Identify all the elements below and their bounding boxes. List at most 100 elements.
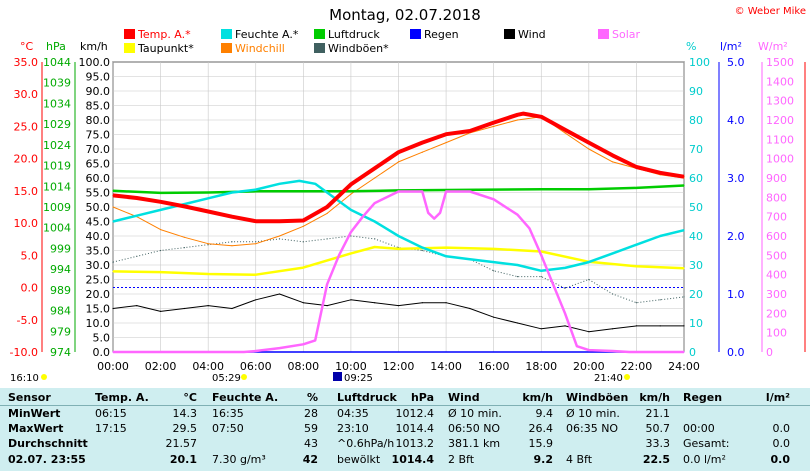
tick-label-temp: 35.0	[14, 56, 39, 69]
data-point	[445, 133, 447, 135]
legend-label-press: Luftdruck	[328, 28, 380, 41]
data-point	[374, 202, 376, 204]
table-cell-value: 21.57	[165, 437, 198, 450]
table-cell: 06:35 NO	[566, 422, 619, 435]
data-point	[136, 197, 138, 199]
data-point	[397, 190, 400, 193]
data-point	[588, 331, 590, 333]
data-point	[635, 187, 638, 189]
table-cell: Gesamt:	[683, 437, 730, 450]
data-point	[683, 325, 685, 327]
data-point	[659, 299, 661, 301]
data-point	[635, 325, 638, 327]
tick-label-press: 1014	[43, 180, 71, 193]
series-line-taupunkt	[112, 245, 685, 276]
tick-label-hum: 60	[689, 172, 703, 185]
table-cell: 381.1 km	[448, 437, 501, 450]
sunset-icon	[624, 374, 630, 380]
table-cell: 04:35	[337, 407, 369, 420]
data-point	[493, 261, 495, 263]
table-cell-value: 22.5	[642, 453, 670, 466]
data-point	[516, 214, 519, 216]
tick-label-x: 14:00	[430, 360, 462, 373]
tick-label-press: 999	[50, 242, 71, 255]
data-point	[255, 189, 257, 191]
data-point	[493, 198, 495, 200]
tick-label-solar: 0	[766, 346, 773, 359]
tick-label-solar: 1000	[766, 153, 794, 166]
data-point	[588, 141, 590, 144]
data-point	[255, 243, 257, 245]
tick-label-press: 984	[50, 305, 71, 318]
table-header: °C	[183, 391, 197, 404]
data-point	[528, 227, 530, 229]
tick-label-wind: 60.0	[86, 172, 111, 185]
table-cell-value: 29.5	[172, 422, 198, 435]
table-row-label: Durchschnitt	[8, 437, 88, 450]
table-cell-value: 42	[302, 453, 318, 466]
data-point	[159, 192, 162, 194]
data-point	[183, 236, 185, 238]
data-point	[255, 350, 257, 352]
data-point	[588, 278, 590, 281]
tick-label-solar: 1200	[766, 114, 794, 127]
data-point	[374, 167, 376, 169]
legend-label-rain: Regen	[424, 28, 459, 41]
data-point	[612, 293, 614, 295]
tick-label-temp: -5.0	[17, 314, 38, 327]
axis-unit-hum: %	[686, 40, 696, 53]
data-point	[326, 238, 328, 240]
table-cell: Ø 10 min.	[448, 407, 502, 420]
tick-label-rain: 4.0	[727, 114, 745, 127]
legend-label-solar: Solar	[612, 28, 641, 41]
data-point	[493, 121, 495, 124]
axis-unit-rain: l/m²	[720, 40, 742, 53]
data-point	[159, 249, 162, 252]
tick-label-solar: 200	[766, 307, 787, 320]
data-point	[350, 183, 352, 186]
tick-label-hum: 80	[689, 114, 703, 127]
tick-label-temp: -10.0	[10, 346, 38, 359]
table-header: hPa	[410, 391, 434, 404]
table-header: Temp. A.	[95, 391, 149, 404]
table-cell: 23:10	[337, 422, 369, 435]
data-point	[302, 225, 304, 227]
table-cell-value: 0.0	[772, 437, 791, 450]
tick-label-solar: 500	[766, 249, 787, 262]
tick-label-solar: 900	[766, 172, 787, 185]
data-point	[516, 276, 519, 278]
data-point	[136, 305, 138, 307]
tick-label-solar: 600	[766, 230, 787, 243]
data-point	[374, 302, 376, 304]
data-point	[207, 197, 209, 199]
data-point	[427, 212, 429, 214]
data-point	[112, 270, 114, 273]
table-cell: 2 Bft	[448, 453, 475, 466]
tick-label-wind: 80.0	[86, 114, 111, 127]
data-point	[278, 235, 281, 237]
copyright-text: © Weber Mike	[735, 6, 806, 17]
tick-label-solar: 1100	[766, 133, 794, 146]
legend-swatch-wind	[504, 29, 515, 39]
table-row-label: 02.07. 23:55	[8, 453, 86, 466]
legend-label-chill: Windchill	[235, 42, 285, 55]
tick-label-wind: 20.0	[86, 288, 111, 301]
data-point	[350, 193, 352, 195]
data-point	[522, 112, 525, 115]
data-point	[397, 305, 400, 307]
table-header: Wind	[448, 391, 480, 404]
tick-label-x: 12:00	[383, 360, 415, 373]
data-point	[112, 351, 114, 353]
series-line-tempa	[112, 111, 685, 224]
tick-label-wind: 65.0	[86, 158, 111, 171]
tick-label-hum: 0	[689, 346, 696, 359]
data-point	[255, 274, 257, 276]
data-point	[421, 190, 423, 193]
data-point	[397, 248, 400, 250]
data-point	[564, 312, 566, 314]
data-point	[421, 247, 423, 249]
tick-label-press: 1009	[43, 201, 71, 214]
data-point	[421, 151, 423, 153]
table-header: Luftdruck	[337, 391, 397, 404]
tick-label-hum: 30	[689, 259, 703, 272]
